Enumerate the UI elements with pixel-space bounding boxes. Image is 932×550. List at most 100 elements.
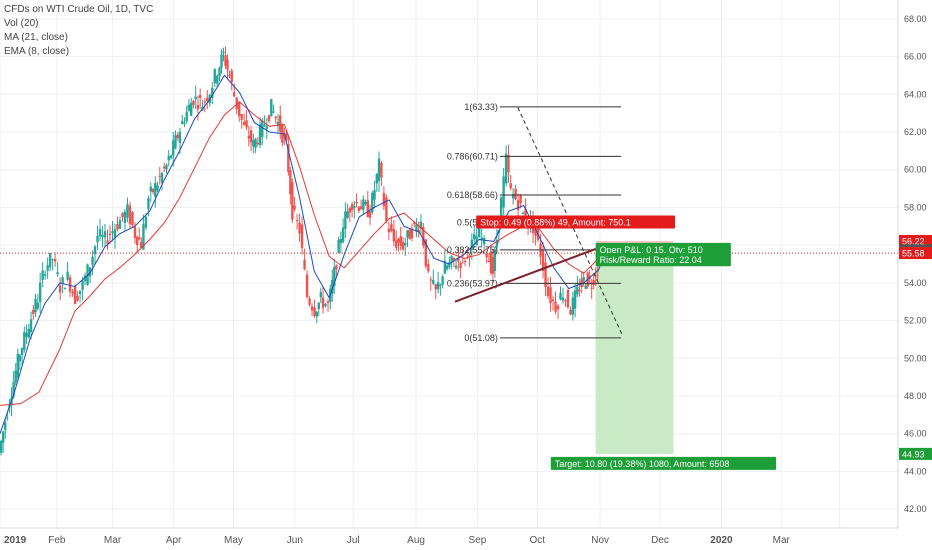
candle-body (185, 111, 188, 122)
candle-body (206, 97, 209, 101)
candle-body (594, 275, 597, 277)
trendline[interactable] (454, 247, 597, 303)
candle-body (91, 256, 94, 266)
candle-body (123, 211, 127, 223)
candle-body (63, 288, 67, 290)
candle-body (373, 190, 376, 200)
candle-body (576, 286, 579, 295)
y-tick-label: 50.00 (904, 353, 927, 363)
legend-ema[interactable]: EMA (8, close) (4, 46, 70, 57)
candle-body (355, 201, 358, 204)
candle-body (270, 99, 273, 117)
candle-body (61, 277, 64, 284)
candle-body (387, 228, 391, 233)
candle-body (564, 300, 567, 302)
legend-vol[interactable]: Vol (20) (4, 18, 39, 29)
candle-body (291, 182, 294, 220)
x-tick-label: Feb (48, 535, 66, 546)
candle-body (434, 284, 437, 290)
x-tick-label: Dec (651, 535, 669, 546)
candle-body (169, 155, 173, 158)
ema-line (0, 74, 604, 434)
candle-body (203, 101, 206, 103)
candle-body (126, 204, 129, 218)
candle-body (406, 230, 409, 238)
candle-body (154, 182, 157, 197)
candle-body (228, 75, 231, 77)
x-tick-label: Jul (347, 535, 360, 546)
candle-body (546, 286, 550, 297)
candle-body (178, 131, 182, 143)
candle-body (133, 226, 137, 239)
candle-body (319, 292, 322, 298)
candle-body (507, 155, 510, 173)
x-tick-label: Sep (469, 535, 487, 546)
candle-body (287, 144, 290, 172)
candle-body (584, 285, 587, 289)
candle-body (165, 164, 168, 170)
candle-body (392, 229, 396, 242)
fib-level-label: 0.618(58.66) (447, 190, 498, 200)
candle-body (445, 265, 449, 270)
candle-body (27, 329, 31, 338)
candle-body (592, 280, 595, 286)
candle-body (477, 224, 481, 238)
stop-label-bg (476, 215, 675, 229)
candle-body (362, 199, 365, 211)
candle-body (46, 265, 49, 271)
candle-body (93, 246, 97, 255)
candle-body (590, 287, 593, 289)
legend-title[interactable]: CFDs on WTI Crude Oil, 1D, TVC (4, 4, 154, 15)
candle-body (16, 353, 20, 378)
candle-body (519, 194, 522, 203)
candle-body (346, 211, 349, 218)
candle-body (258, 124, 262, 146)
candle-body (397, 238, 400, 243)
candle-body (487, 260, 491, 262)
candle-body (272, 111, 275, 113)
y-tick-label: 60.00 (904, 165, 927, 175)
candle-body (142, 224, 145, 250)
candle-body (544, 262, 547, 287)
candle-body (339, 238, 343, 244)
candle-body (41, 270, 44, 281)
candle-body (14, 370, 17, 383)
candle-body (226, 59, 229, 70)
candle-body (174, 135, 177, 149)
candle-body (305, 274, 309, 298)
axis-price-text: 55.58 (902, 249, 925, 259)
x-tick-label: Mar (773, 535, 791, 546)
candle-body (78, 290, 82, 294)
candle-body (189, 102, 193, 116)
candle-body (181, 121, 184, 124)
candle-body (380, 162, 383, 178)
candle-body (128, 205, 132, 225)
candle-body (238, 101, 241, 117)
candle-body (267, 115, 271, 122)
candle-body (454, 265, 458, 269)
candle-body (276, 121, 280, 126)
candle-body (1, 431, 5, 443)
legend-ma[interactable]: MA (21, close) (4, 32, 68, 43)
candle-body (377, 158, 381, 182)
candle-body (252, 140, 255, 147)
candle-body (466, 249, 469, 251)
candle-body (516, 200, 520, 211)
candle-body (429, 279, 432, 281)
candle-body (135, 236, 139, 245)
candle-body (382, 192, 386, 207)
y-tick-label: 64.00 (904, 89, 927, 99)
x-tick-label: May (224, 535, 243, 546)
x-tick-label: Apr (166, 535, 182, 546)
candle-body (313, 307, 316, 316)
candle-body (443, 260, 447, 274)
candle-body (71, 291, 74, 294)
y-tick-label: 46.00 (904, 429, 927, 439)
candle-body (4, 422, 7, 430)
candle-body (499, 197, 503, 227)
candle-body (48, 253, 52, 268)
candle-body (73, 286, 77, 305)
target-label: Target: 10.80 (19.38%) 1080, Amount: 650… (555, 459, 730, 469)
x-tick-label: Jun (287, 535, 303, 546)
